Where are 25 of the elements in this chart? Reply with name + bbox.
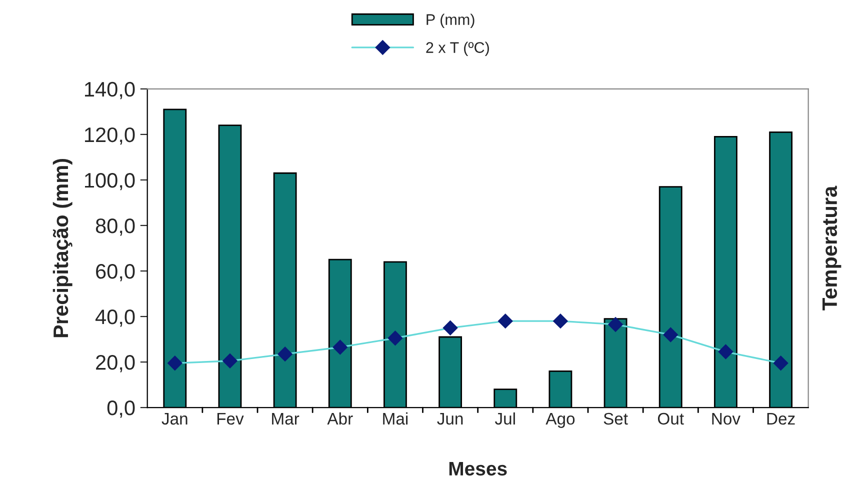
y-tick-label: 140,0 <box>85 82 135 100</box>
x-tick-label: Mar <box>272 413 300 425</box>
x-tick-label: Ago <box>546 413 575 428</box>
y-axis-title: Precipitação (mm) <box>52 158 72 338</box>
x-tick-label: Jun <box>437 413 463 425</box>
x-tick-label: Jul <box>494 412 515 425</box>
x-tick-label: Set <box>604 412 628 425</box>
x-tick-label: Mai <box>383 412 408 425</box>
x-tick-label: Out <box>658 412 684 425</box>
y-tick-label: 0,0 <box>107 400 135 418</box>
y2-axis-title: Temperatura <box>822 186 842 310</box>
legend-label: 2 x T (ºC) <box>426 42 489 56</box>
y-tick-label: 100,0 <box>85 172 135 190</box>
x-tick-label: Nov <box>712 413 740 425</box>
x-tick-label: Dez <box>767 413 795 425</box>
x-axis-title: Meses <box>449 462 507 476</box>
y-tick-label: 60,0 <box>96 264 135 282</box>
y-tick-label: 40,0 <box>95 310 135 327</box>
legend-label: P (mm) <box>426 14 474 28</box>
y-tick-label: 20,0 <box>96 355 135 372</box>
y-tick-label: 120,0 <box>85 127 135 145</box>
x-tick-label: Fev <box>217 413 244 425</box>
y-tick-label: 80,0 <box>96 218 135 236</box>
x-tick-label: Abr <box>327 412 353 425</box>
x-tick-label: Jan <box>162 413 188 425</box>
